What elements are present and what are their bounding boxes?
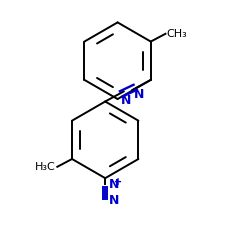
Text: N: N	[109, 194, 120, 207]
Text: +: +	[114, 177, 122, 187]
Text: N: N	[134, 88, 144, 101]
Text: CH₃: CH₃	[167, 29, 188, 39]
Text: H₃C: H₃C	[35, 162, 56, 172]
Text: N: N	[120, 94, 131, 107]
Text: N: N	[109, 178, 120, 191]
